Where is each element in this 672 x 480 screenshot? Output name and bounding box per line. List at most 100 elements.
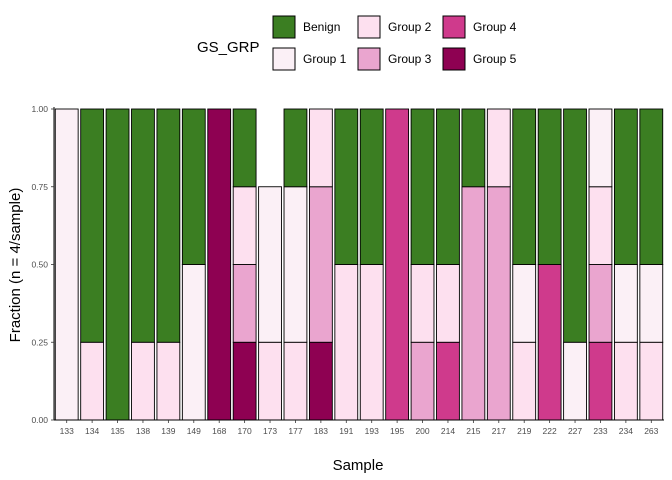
bar-191-benign [334,108,359,265]
bar-200-group-3 [410,341,435,421]
legend: GS_GRP Benign Group 1 Group 2 Group 3 Group 4… [197,15,517,71]
bar-133-group-1 [54,108,79,421]
bar-214-benign [436,108,460,265]
x-tick-label: 215 [466,426,480,436]
axes: 0.00 0.25 0.50 0.75 1.00 133 134 135 138 139 149 16… [31,104,664,436]
bar-233-group-3 [588,264,613,343]
bar-170-group-5 [232,341,257,421]
x-tick-label: 234 [619,426,633,436]
legend-swatch-group-5 [442,47,466,71]
bar-139-group-2 [156,341,181,421]
x-tick-label: 173 [263,426,277,436]
bar-173-group-1 [258,186,282,343]
bar-227-benign [563,108,587,343]
legend-swatch-group-4 [442,15,466,39]
bar-177-group-2 [283,341,308,421]
x-tick-label: 195 [390,426,404,436]
x-tick-label: 217 [492,426,506,436]
bar-168-group-5 [207,108,232,421]
x-tick-label: 227 [568,426,582,436]
bar-233-group-2 [588,186,613,265]
bar-183-group-3 [308,186,333,343]
bar-233-group-1 [588,108,613,188]
x-tick-label: 191 [339,426,353,436]
bar-170-benign [232,108,257,188]
bar-214-group-2 [436,264,460,343]
bar-138-benign [131,108,155,343]
legend-label-group-1: Group 1 [303,52,347,66]
x-tick-label: 138 [136,426,150,436]
bar-134-group-2 [80,341,105,421]
y-tick-label: 0.00 [31,415,48,425]
y-tick-label: 1.00 [31,104,48,114]
bar-193-benign [359,108,384,265]
bar-222-benign [537,108,562,265]
bar-193-group-2 [359,264,384,421]
legend-label-group-4: Group 4 [473,20,517,34]
bar-214-group-4 [436,341,460,421]
bar-215-group-3 [461,186,486,421]
bar-217-group-2 [486,108,511,188]
bar-183-group-2 [308,108,333,188]
bar-219-benign [512,108,537,265]
legend-label-group-3: Group 3 [388,52,432,66]
x-tick-label: 183 [314,426,328,436]
bar-135-benign [105,108,130,421]
bar-200-benign [410,108,435,265]
bar-222-group-4 [537,264,562,421]
bar-191-group-2 [334,264,359,421]
x-tick-label: 214 [441,426,455,436]
bar-134-benign [80,108,105,343]
bar-263-benign [639,108,664,265]
legend-title: GS_GRP [197,39,260,56]
x-tick-label: 168 [212,426,226,436]
x-tick-label: 177 [288,426,302,436]
x-tick-label: 135 [110,426,124,436]
x-tick-label: 149 [187,426,201,436]
bar-219-group-1 [512,264,537,343]
x-tick-label: 222 [543,426,557,436]
bar-227-group-1 [563,341,587,421]
y-tick-label: 0.25 [31,337,48,347]
x-tick-label: 263 [644,426,658,436]
legend-label-group-2: Group 2 [388,20,432,34]
bar-234-benign [613,108,638,265]
legend-swatch-benign [272,15,296,39]
legend-label-group-5: Group 5 [473,52,517,66]
legend-swatch-group-3 [357,47,381,71]
bar-177-group-1 [283,186,308,343]
bar-170-group-3 [232,264,257,343]
bar-195-group-4 [385,108,410,421]
legend-swatch-group-2 [357,15,381,39]
bar-234-group-2 [613,341,638,421]
bar-215-benign [461,108,486,188]
bar-217-group-3 [486,186,511,421]
x-axis-title: Sample [333,457,384,474]
bar-263-group-1 [639,264,664,343]
x-tick-label: 233 [593,426,607,436]
bar-149-group-1 [181,264,206,421]
bar-234-group-1 [613,264,638,343]
bar-177-benign [283,108,308,188]
x-tick-label: 139 [161,426,175,436]
bar-200-group-2 [410,264,435,343]
bar-183-group-5 [308,341,333,421]
bar-173-group-2 [258,341,282,421]
x-tick-label: 193 [365,426,379,436]
bar-233-group-4 [588,341,613,421]
y-tick-label: 0.50 [31,260,48,270]
x-tick-label: 133 [60,426,74,436]
bar-149-benign [181,108,206,265]
bar-139-benign [156,108,181,343]
bars [54,108,664,421]
x-tick-label: 219 [517,426,531,436]
legend-label-benign: Benign [303,20,340,34]
x-tick-label: 170 [238,426,252,436]
bar-170-group-2 [232,186,257,265]
y-tick-label: 0.75 [31,182,48,192]
legend-swatch-group-1 [272,47,296,71]
bar-138-group-2 [131,341,155,421]
bar-219-group-2 [512,341,537,421]
x-tick-label: 134 [85,426,99,436]
